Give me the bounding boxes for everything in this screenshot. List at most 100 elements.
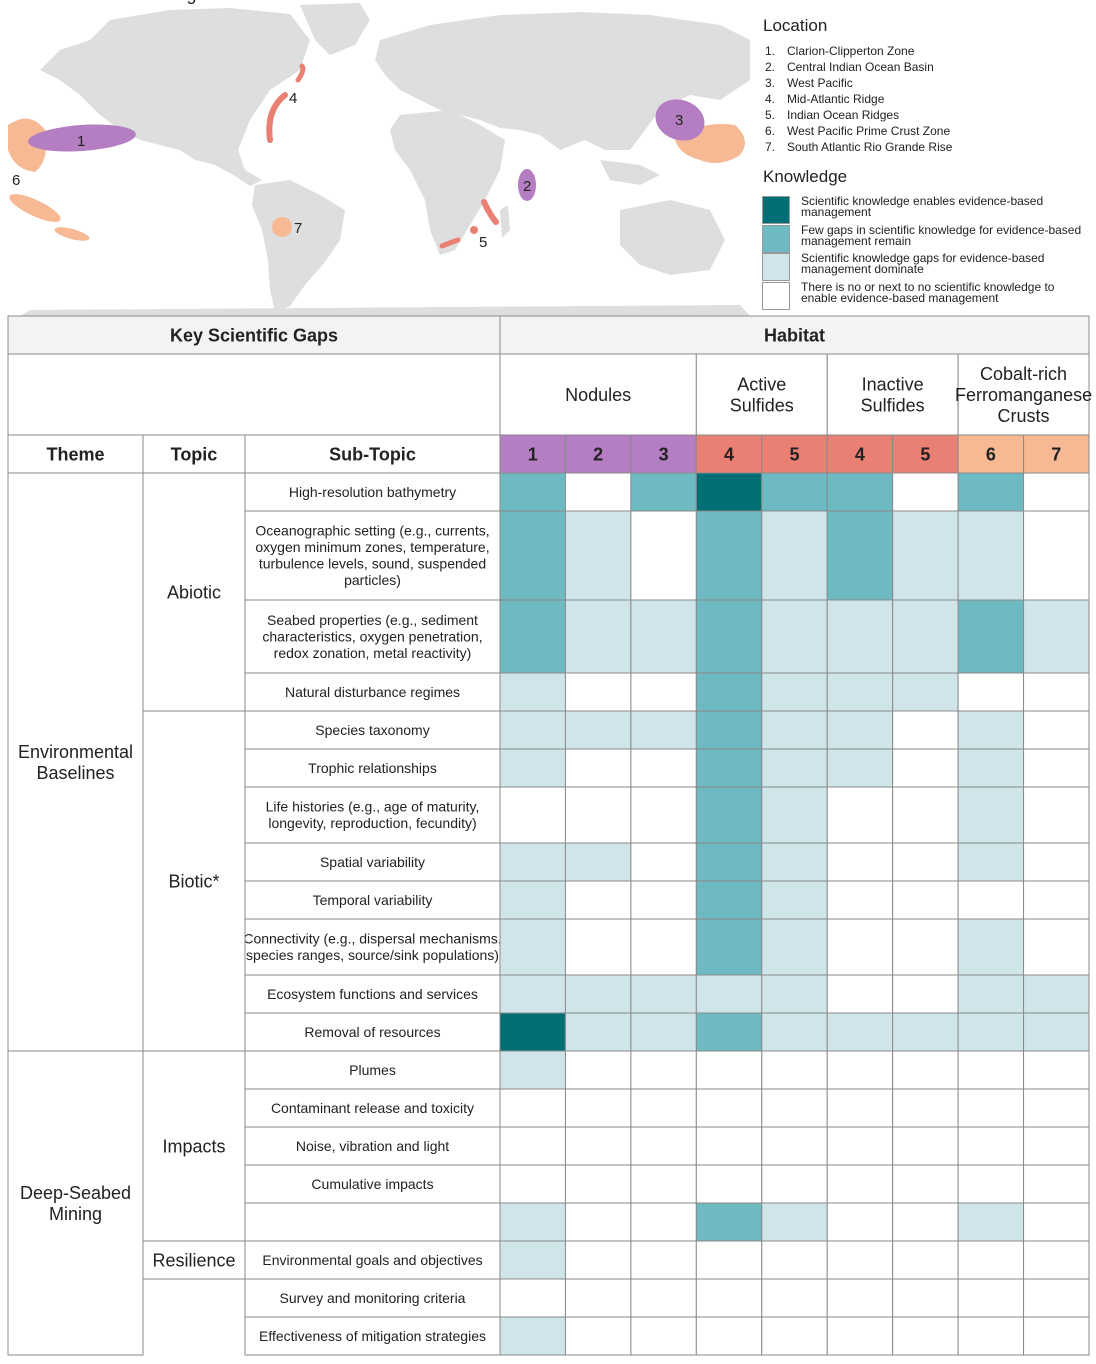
- subtopic-label: Effectiveness of mitigation strategies: [259, 1328, 486, 1344]
- knowledge-cell: [564, 710, 632, 750]
- knowledge-cell: [630, 1164, 697, 1204]
- knowledge-cell: [499, 842, 566, 882]
- location-column-label: 4: [724, 444, 734, 464]
- location-column-header: [630, 434, 697, 474]
- knowledge-cell: [499, 510, 566, 601]
- knowledge-cell: [695, 710, 763, 750]
- knowledge-cell: [499, 748, 566, 788]
- knowledge-item: Scientific knowledge gaps for evidence-b…: [762, 252, 1092, 281]
- knowledge-cell: [957, 672, 1025, 712]
- location-item: 7. South Atlantic Rio Grande Rise: [765, 140, 953, 154]
- knowledge-swatch: [762, 196, 790, 224]
- knowledge-cell: [957, 1088, 1025, 1128]
- subtopic-label: Temporal variability: [313, 892, 433, 908]
- knowledge-cell: [957, 510, 1025, 601]
- map-label-5: 5: [479, 234, 487, 251]
- knowledge-cell: [499, 974, 566, 1014]
- subtopic-label: Ecosystem functions and services: [267, 986, 478, 1002]
- knowledge-cell: [695, 748, 763, 788]
- knowledge-cell: [761, 748, 828, 788]
- knowledge-swatch: [762, 253, 790, 281]
- knowledge-cell: [761, 1316, 828, 1356]
- knowledge-cell: [695, 880, 763, 920]
- knowledge-cell: [892, 1240, 959, 1280]
- knowledge-cell: [826, 1240, 894, 1280]
- knowledge-cell: [499, 1202, 566, 1242]
- subtopic-header: Sub-Topic: [329, 444, 416, 464]
- knowledge-cell: [892, 1202, 959, 1242]
- knowledge-cell: [1023, 1126, 1090, 1166]
- knowledge-cell: [564, 1240, 632, 1280]
- location-column-label: 2: [593, 444, 603, 464]
- knowledge-cell: [695, 918, 763, 976]
- knowledge-cell: [1023, 880, 1090, 920]
- knowledge-cell: [564, 1126, 632, 1166]
- topic-label: Impacts: [162, 1136, 225, 1156]
- topic-cell: [142, 1050, 246, 1242]
- knowledge-cell: [957, 974, 1025, 1014]
- theme-header-cell: [7, 434, 144, 474]
- knowledge-cell: [761, 510, 828, 601]
- knowledge-cell: [630, 748, 697, 788]
- knowledge-cell: [499, 1164, 566, 1204]
- knowledge-legend-title: Knowledge: [763, 167, 848, 186]
- knowledge-cell: [892, 974, 959, 1014]
- location-item: 2. Central Indian Ocean Basin: [765, 60, 934, 74]
- knowledge-cell: [564, 1012, 632, 1052]
- knowledge-cell: [826, 918, 894, 976]
- knowledge-cell: [892, 880, 959, 920]
- knowledge-cell: [695, 1126, 763, 1166]
- topic-cell: [142, 472, 246, 712]
- knowledge-cell: [695, 472, 763, 512]
- knowledge-cell: [695, 1316, 763, 1356]
- map-label-7: 7: [294, 220, 302, 237]
- subtopic-label: Survey and monitoring criteria: [280, 1290, 466, 1306]
- habitat-regions: [8, 63, 745, 249]
- knowledge-cell: [1023, 1202, 1090, 1242]
- knowledge-cell: [564, 1088, 632, 1128]
- knowledge-cell: [564, 599, 632, 674]
- knowledge-cell: [499, 472, 566, 512]
- knowledge-cell: [630, 672, 697, 712]
- map-labels: 1 2 3 4 5 6 7: [12, 90, 683, 251]
- land-masses: [20, 3, 750, 316]
- knowledge-cell: [1023, 786, 1090, 844]
- subtopic-label: Connectivity (e.g., dispersal mechanisms…: [243, 931, 501, 964]
- knowledge-cell: [1023, 599, 1090, 674]
- knowledge-cell: [892, 1164, 959, 1204]
- subtopic-label: Noise, vibration and light: [296, 1138, 449, 1154]
- knowledge-cell: [957, 1240, 1025, 1280]
- knowledge-cell: [1023, 842, 1090, 882]
- knowledge-cell: [892, 842, 959, 882]
- location-column-header: [499, 434, 566, 474]
- header-key-scientific-gaps: Key Scientific Gaps: [170, 325, 338, 345]
- knowledge-cell: [892, 672, 959, 712]
- knowledge-cell: [892, 1278, 959, 1318]
- location-column-header: [564, 434, 632, 474]
- knowledge-cell: [499, 1240, 566, 1280]
- knowledge-swatch: [762, 282, 790, 310]
- knowledge-cell: [564, 918, 632, 976]
- knowledge-cell: [499, 1278, 566, 1318]
- knowledge-swatch: [762, 225, 790, 253]
- location-column-label: 4: [855, 444, 865, 464]
- location-item: 3. West Pacific: [765, 76, 853, 90]
- knowledge-cell: [564, 1050, 632, 1090]
- topic-label: Management: [141, 0, 246, 4]
- knowledge-cell: [892, 1316, 959, 1356]
- knowledge-cell: [630, 1050, 697, 1090]
- subtopic-cell: [244, 1240, 501, 1280]
- subtopic-cell: [244, 1164, 501, 1204]
- knowledge-cell: [892, 1012, 959, 1052]
- knowledge-cell: [695, 974, 763, 1014]
- knowledge-cell: [957, 880, 1025, 920]
- knowledge-cell: [826, 748, 894, 788]
- map-label-1: 1: [77, 133, 85, 150]
- knowledge-cell: [1023, 672, 1090, 712]
- knowledge-cell: [826, 710, 894, 750]
- subtopic-cell: [244, 1050, 501, 1090]
- map-label-3: 3: [675, 112, 683, 129]
- knowledge-cell: [499, 710, 566, 750]
- knowledge-cell: [630, 1088, 697, 1128]
- theme-label: Environmental Baselines: [18, 742, 133, 783]
